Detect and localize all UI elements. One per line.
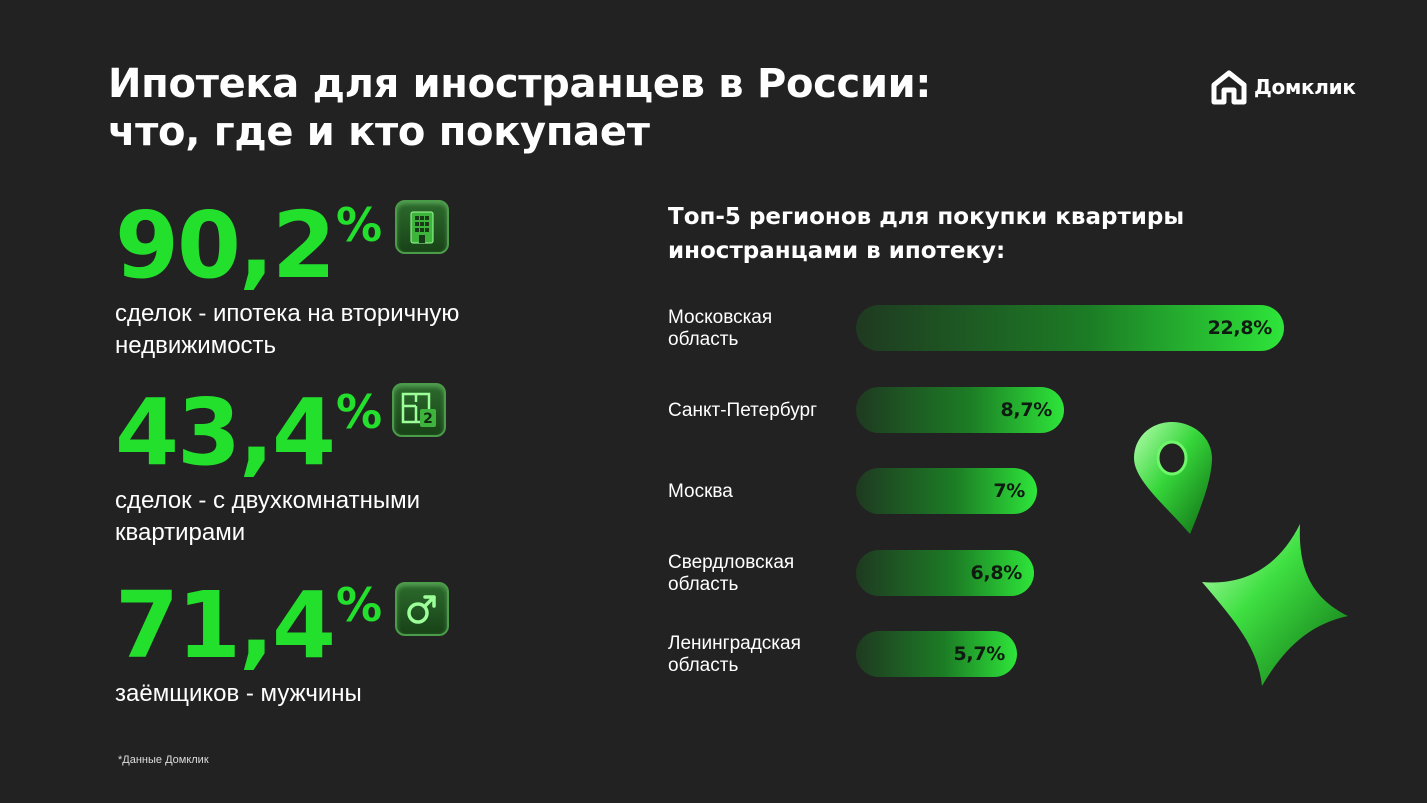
stat-desc-line-2: недвижимость <box>115 332 277 359</box>
svg-text:2: 2 <box>423 411 433 427</box>
bar-value-label: 7% <box>993 480 1025 502</box>
stat-desc-line-1: сделок - с двухкомнатными <box>115 487 420 514</box>
bar-row: Московская область 22,8% <box>668 305 1308 353</box>
building-icon <box>395 200 449 254</box>
sparkle-star-icon <box>1202 524 1348 686</box>
chart-title-line-2: иностранцами в ипотеку: <box>668 238 1006 264</box>
stat-unit: % <box>336 578 382 632</box>
stat-number: 71,4 <box>115 572 336 679</box>
bar-value-label: 5,7% <box>953 643 1006 665</box>
bar: 22,8% <box>856 305 1284 351</box>
bar: 6,8% <box>856 550 1034 596</box>
stat-two-room: 43,4% сделок - с двухкомнатными квартира… <box>115 387 420 549</box>
stat-number: 43,4 <box>115 379 336 486</box>
bar-category-label: Москва <box>668 481 848 503</box>
bar: 8,7% <box>856 387 1064 433</box>
stat-value: 43,4% <box>115 387 420 479</box>
house-logo-icon <box>1211 70 1247 105</box>
stat-unit: % <box>336 385 382 439</box>
bar-row: Ленинградская область 5,7% <box>668 631 1308 679</box>
stat-secondary-market: 90,2% сделок - ипотека на вторичную недв… <box>115 200 459 362</box>
stat-desc-line-1: заёмщиков - мужчины <box>115 680 362 707</box>
bar-category-label: Санкт-Петербург <box>668 400 848 422</box>
bar-category-line-1: Москва <box>668 481 733 502</box>
floorplan-two-rooms-icon: 2 <box>392 383 446 437</box>
chart-title: Топ-5 регионов для покупки квартиры инос… <box>668 200 1228 268</box>
bar-row: Свердловская область 6,8% <box>668 550 1308 598</box>
male-symbol-icon <box>395 582 449 636</box>
stat-number: 90,2 <box>115 192 336 299</box>
bar-category-label: Ленинградская область <box>668 633 848 677</box>
bar: 5,7% <box>856 631 1017 677</box>
bar-category-line-1: Московская <box>668 307 773 328</box>
map-pin-icon <box>1134 422 1212 534</box>
title-line-2: что, где и кто покупает <box>108 109 650 155</box>
bar-category-line-2: область <box>668 574 739 595</box>
stat-description: сделок - с двухкомнатными квартирами <box>115 485 420 549</box>
stat-value: 90,2% <box>115 200 459 292</box>
bar-value-label: 22,8% <box>1207 317 1273 339</box>
stat-value: 71,4% <box>115 580 382 672</box>
stat-desc-line-1: сделок - ипотека на вторичную <box>115 300 460 327</box>
bar-category-line-1: Свердловская <box>668 552 795 573</box>
bar-value-label: 8,7% <box>1000 399 1053 421</box>
stat-desc-line-2: квартирами <box>115 519 246 546</box>
title-line-1: Ипотека для иностранцев в России: <box>108 61 932 107</box>
bar-category-label: Московская область <box>668 307 848 351</box>
stat-unit: % <box>336 198 382 252</box>
page-title: Ипотека для иностранцев в России: что, г… <box>108 60 1008 156</box>
bar-category-label: Свердловская область <box>668 552 848 596</box>
bar-row: Санкт-Петербург 8,7% <box>668 387 1308 435</box>
stat-male-borrowers: 71,4% заёмщиков - мужчины <box>115 580 382 710</box>
bar: 7% <box>856 468 1037 514</box>
bar-value-label: 6,8% <box>970 562 1023 584</box>
footnote: *Данные Домклик <box>118 754 209 766</box>
bar-category-line-1: Ленинградская <box>668 633 801 654</box>
bar-category-line-1: Санкт-Петербург <box>668 400 818 421</box>
bar-category-line-2: область <box>668 655 739 676</box>
stat-description: заёмщиков - мужчины <box>115 678 362 710</box>
bar-row: Москва 7% <box>668 468 1308 516</box>
brand-logo[interactable]: Домклик <box>1210 68 1356 106</box>
bar-category-line-2: область <box>668 329 739 350</box>
brand-name: Домклик <box>1254 75 1356 99</box>
chart-title-line-1: Топ-5 регионов для покупки квартиры <box>668 204 1185 230</box>
stat-description: сделок - ипотека на вторичную недвижимос… <box>115 298 459 362</box>
